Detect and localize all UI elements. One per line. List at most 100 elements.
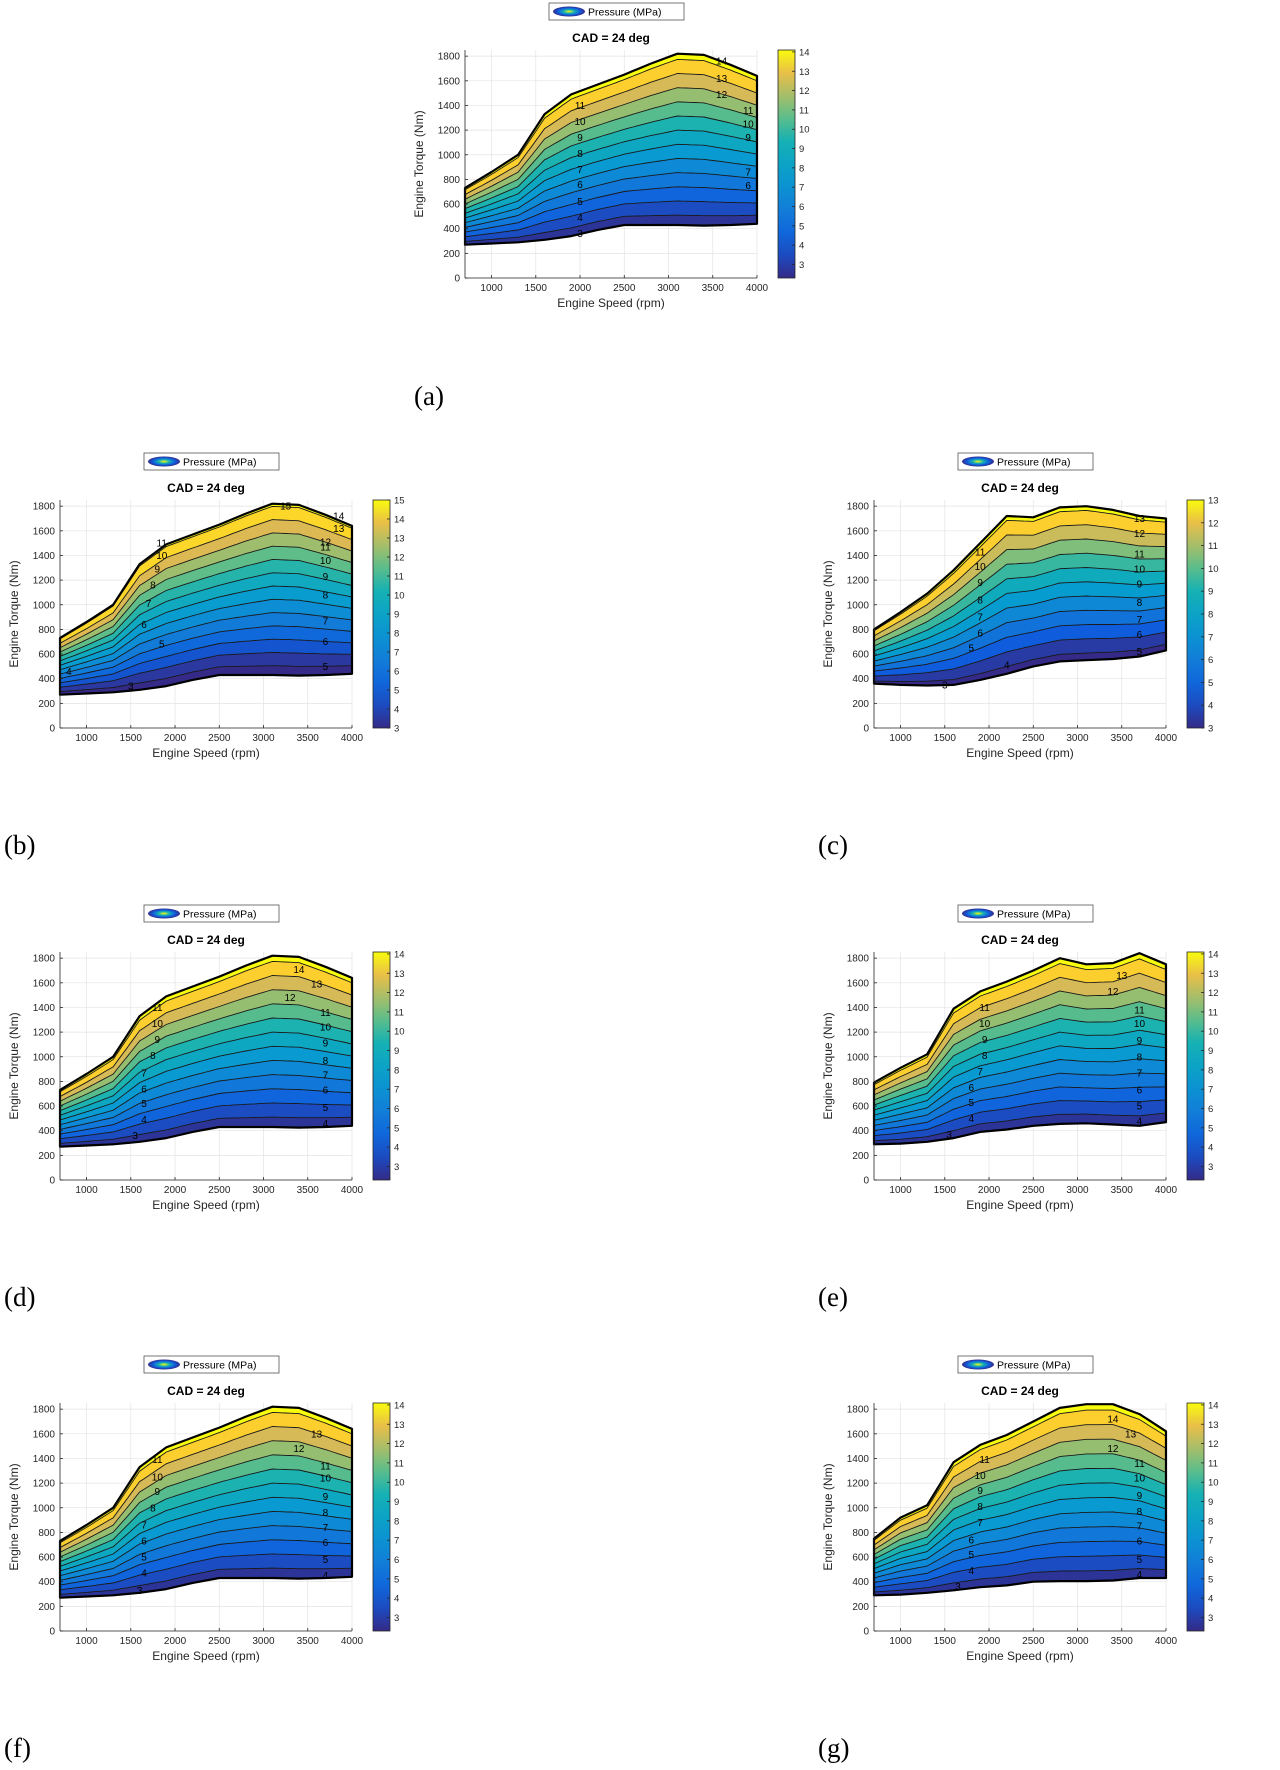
x-tick-label: 2500 <box>208 1185 231 1196</box>
contour-line <box>874 1438 1166 1551</box>
contour-label: 10 <box>156 551 168 562</box>
contour-label: 15 <box>280 502 292 513</box>
contour-line <box>874 958 1166 1086</box>
legend: Pressure (MPa) <box>143 904 280 923</box>
contour-label: 8 <box>982 1051 988 1062</box>
contour-label: 4 <box>577 213 583 224</box>
contour-label: 13 <box>716 74 728 85</box>
colorbar-tick-label: 8 <box>1208 1065 1213 1076</box>
contour-label: 5 <box>1137 1555 1143 1566</box>
colorbar-tick-label: 5 <box>394 1574 399 1585</box>
contour-label: 11 <box>1134 1459 1145 1470</box>
y-tick-label: 800 <box>852 625 869 636</box>
axes: 1000 1500 2000 2500 3000 3500 4000 0 200 400 600 80… <box>33 952 364 1196</box>
y-axis-label: Engine Torque (Nm) <box>412 110 426 217</box>
legend-box <box>548 2 685 21</box>
contour-label: 9 <box>977 1486 983 1497</box>
y-tick-label: 1400 <box>33 1454 56 1465</box>
contour-band <box>60 1525 352 1586</box>
contour-label: 9 <box>1137 1036 1143 1047</box>
contour-line <box>60 545 352 653</box>
colorbar-tick-label: 13 <box>799 67 810 78</box>
filled-contours <box>874 1404 1166 1596</box>
contour-label: 6 <box>141 620 147 631</box>
contour-line <box>874 552 1166 647</box>
chart-panel-b: Pressure (MPa) CAD = 24 deg 3 4 5 6 7 8 9 10 11 12 1… <box>0 450 420 790</box>
contour-label: 11 <box>152 1003 163 1014</box>
contour-line <box>874 524 1166 637</box>
contour-line <box>60 1511 352 1577</box>
colorbar-tick-label: 10 <box>394 1027 405 1038</box>
y-tick-label: 1400 <box>33 551 56 562</box>
contour-label: 7 <box>1137 615 1143 626</box>
region-boundary <box>463 52 759 246</box>
contour-band <box>874 595 1166 667</box>
x-tick-label: 2000 <box>164 733 187 744</box>
contour-line <box>465 58 757 191</box>
contour-line <box>60 1088 352 1135</box>
contour-line <box>874 581 1166 657</box>
colorbar-tick-label: 5 <box>799 221 804 232</box>
colorbar-tick-label: 4 <box>1208 1143 1213 1154</box>
contour-label: 3 <box>942 680 948 691</box>
contour-chart-a: Pressure (MPa)CAD = 24 deg34567891011121… <box>412 2 810 310</box>
contour-band <box>874 1541 1166 1588</box>
colorbar-tick-label: 4 <box>394 1594 399 1605</box>
contour-band <box>60 546 352 657</box>
contour-line <box>60 1525 352 1581</box>
x-tick-label: 2500 <box>613 283 636 294</box>
x-axis-label: Engine Speed (rpm) <box>152 746 259 760</box>
x-tick-label: 1500 <box>525 283 548 294</box>
contour-band <box>874 1044 1166 1121</box>
contour-line <box>874 1540 1166 1584</box>
contour-line <box>60 625 352 679</box>
contour-band <box>874 607 1166 672</box>
legend-box <box>143 1355 280 1374</box>
contour-chart-g: Pressure (MPa)CAD = 24 deg34567891011121… <box>821 1355 1219 1663</box>
colorbar <box>372 1402 391 1632</box>
contour-label: 4 <box>141 1115 147 1126</box>
y-tick-label: 600 <box>852 1553 869 1564</box>
contour-label: 14 <box>716 57 728 68</box>
colorbar-tick-label: 13 <box>394 1420 405 1431</box>
contour-label: 9 <box>155 1035 161 1046</box>
x-tick-label: 2000 <box>978 1636 1001 1647</box>
x-tick-label: 2000 <box>978 733 1001 744</box>
colorbar-tick-label: 14 <box>394 949 405 960</box>
contour-band <box>465 172 757 233</box>
chart-panel-e: Pressure (MPa) CAD = 24 deg 3 4 5 6 7 8 9 10 11 12 1… <box>814 902 1234 1242</box>
colorbar-tick-label: 11 <box>1208 541 1218 552</box>
x-tick-label: 3000 <box>1066 733 1089 744</box>
legend-label: Pressure (MPa) <box>997 909 1071 921</box>
contour-chart-c: Pressure (MPa)CAD = 24 deg34567891011121… <box>821 452 1219 760</box>
colorbar-tick-label: 7 <box>799 183 804 194</box>
y-tick-label: 400 <box>852 674 869 685</box>
contour-line <box>60 585 352 666</box>
contour-label: 11 <box>979 1003 990 1014</box>
legend-label: Pressure (MPa) <box>997 457 1071 469</box>
colorbar-tick-label: 5 <box>1208 678 1213 689</box>
contour-label: 11 <box>743 106 754 117</box>
contour-line <box>874 607 1166 667</box>
contour-label: 7 <box>977 613 983 624</box>
contour-band <box>60 1003 352 1111</box>
y-tick-label: 200 <box>38 1602 55 1613</box>
contour-label: 4 <box>323 1571 329 1582</box>
legend-swatch-icon <box>962 1359 994 1370</box>
contour-band <box>874 1086 1166 1136</box>
contour-label: 6 <box>141 1537 147 1548</box>
x-tick-label: 1000 <box>889 1636 912 1647</box>
contour-label: 7 <box>146 599 152 610</box>
chart-title: CAD = 24 deg <box>981 933 1059 947</box>
x-tick-label: 1000 <box>75 1636 98 1647</box>
contour-label: 5 <box>323 662 329 673</box>
contour-label: 7 <box>1137 1522 1143 1533</box>
y-tick-label: 1800 <box>33 502 56 513</box>
x-tick-label: 3500 <box>1111 733 1134 744</box>
contour-band <box>60 1553 352 1595</box>
y-tick-label: 800 <box>38 1077 55 1088</box>
colorbar-tick-label: 13 <box>1208 496 1219 507</box>
contour-line <box>60 1411 352 1544</box>
contour-line <box>60 1454 352 1558</box>
